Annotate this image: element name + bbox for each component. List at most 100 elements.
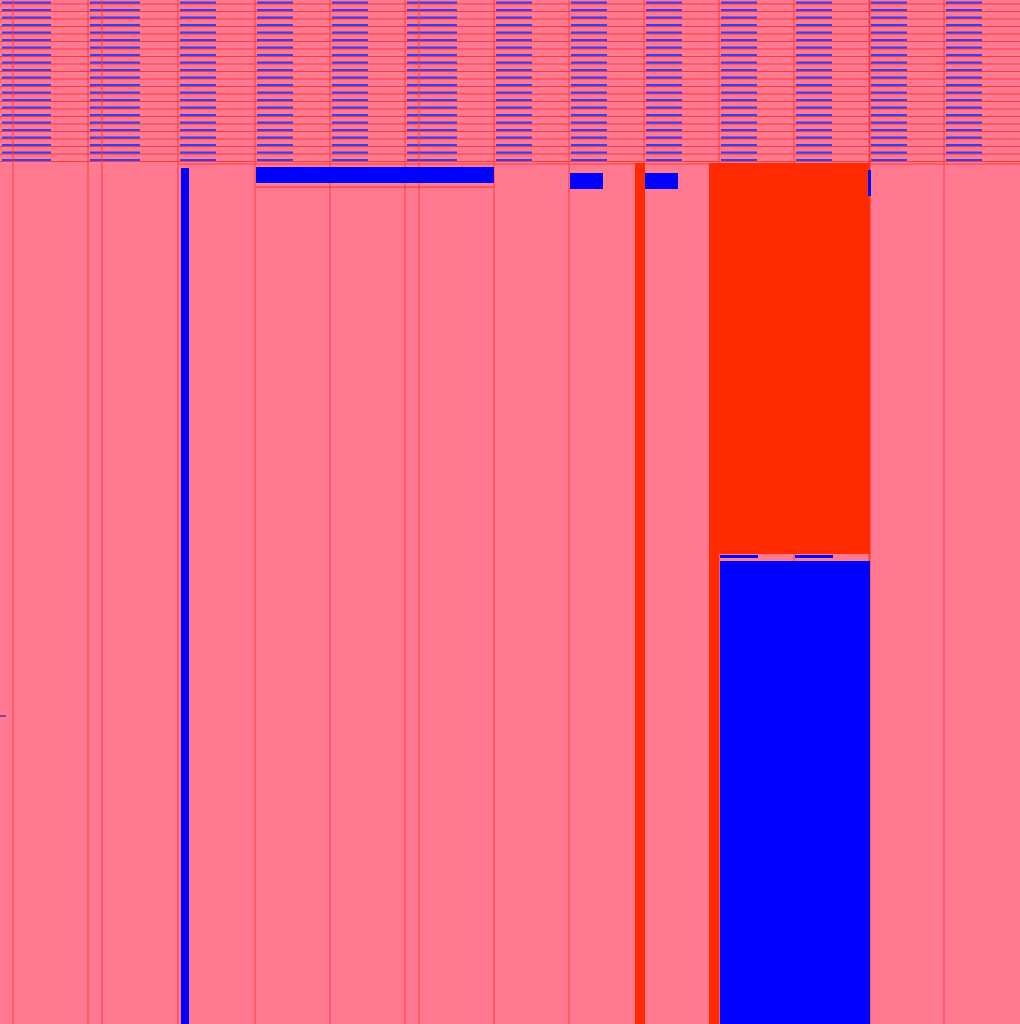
stripe-dash xyxy=(257,54,293,56)
stripe-dash xyxy=(571,114,607,116)
stripe-dash xyxy=(421,46,457,49)
stripe-dash xyxy=(257,31,293,34)
stripe-dash xyxy=(571,24,607,26)
stripe-dash xyxy=(257,46,293,49)
stripe-dash xyxy=(796,91,832,94)
stripe-dash xyxy=(180,84,216,86)
stripe-dash xyxy=(15,91,51,94)
red-block xyxy=(710,163,870,554)
blue-chip xyxy=(645,173,678,189)
stripe-dash xyxy=(571,99,607,101)
stripe-dash xyxy=(332,76,368,79)
stripe-dash xyxy=(721,99,757,101)
stripe-dash xyxy=(571,144,607,146)
stripe-dash xyxy=(796,106,832,109)
stripe-dash xyxy=(15,136,51,139)
stripe-dash xyxy=(496,9,532,11)
stripe-dash xyxy=(871,54,907,56)
stripe-dash xyxy=(646,39,682,41)
stripe-dash xyxy=(946,99,982,101)
stripe-dash xyxy=(796,69,832,71)
stripe-dash xyxy=(871,76,907,79)
blue-dash xyxy=(720,555,758,558)
stripe-dash xyxy=(180,91,216,94)
stripe-dash xyxy=(721,136,757,139)
stripe-dash xyxy=(646,159,682,161)
stripe-dash xyxy=(421,24,457,26)
stripe-dash xyxy=(646,76,682,79)
stripe-dash xyxy=(496,84,532,86)
stripe-dash xyxy=(871,159,907,161)
stripe-dash xyxy=(104,16,140,19)
stripe-dash xyxy=(796,129,832,131)
stripe-dash xyxy=(571,39,607,41)
stripe-dash xyxy=(946,121,982,124)
stripe-dash xyxy=(646,24,682,26)
stripe-dash xyxy=(332,46,368,49)
stripe-dash xyxy=(796,61,832,64)
stripe-dash xyxy=(257,121,293,124)
stripe-dash xyxy=(796,114,832,116)
header-stripes xyxy=(0,1,1020,162)
stripe-dash xyxy=(721,121,757,124)
stripe-dash xyxy=(104,121,140,124)
stripe-dash xyxy=(257,61,293,64)
stripe-dash xyxy=(571,106,607,109)
stripe-dash xyxy=(180,121,216,124)
stripe-dash xyxy=(104,114,140,116)
stripe-dash xyxy=(104,39,140,41)
stripe-dash xyxy=(104,91,140,94)
stripe-dash xyxy=(104,24,140,26)
stripe-dash xyxy=(796,16,832,19)
stripe-dash xyxy=(571,91,607,94)
stripe-dash xyxy=(571,31,607,34)
stripe-dash xyxy=(946,9,982,11)
stripe-dash xyxy=(421,16,457,19)
stripe-dash xyxy=(332,136,368,139)
stripe-dash xyxy=(871,144,907,146)
stripe-dash xyxy=(496,1,532,4)
stripe-dash xyxy=(104,9,140,11)
stripe-dash xyxy=(180,159,216,161)
stripe-dash xyxy=(796,121,832,124)
stripe-dash xyxy=(257,144,293,146)
stripe-dash xyxy=(646,84,682,86)
blue-chip xyxy=(570,173,603,189)
stripe-dash xyxy=(496,24,532,26)
stripe-dash xyxy=(496,159,532,161)
stripe-dash xyxy=(421,159,457,161)
stripe-dash xyxy=(796,24,832,26)
stripe-dash xyxy=(332,69,368,71)
stripe-dash xyxy=(496,31,532,34)
stripe-dash xyxy=(946,91,982,94)
stripe-dash xyxy=(946,16,982,19)
stripe-dash xyxy=(421,9,457,11)
stripe-dash xyxy=(946,106,982,109)
stripe-dash xyxy=(871,1,907,4)
stripe-dash xyxy=(946,144,982,146)
stripe-dash xyxy=(332,121,368,124)
stripe-dash xyxy=(257,1,293,4)
stripe-dash xyxy=(646,61,682,64)
stripe-dash xyxy=(946,31,982,34)
stripe-dash xyxy=(15,61,51,64)
stripe-dash xyxy=(421,129,457,131)
stripe-dash xyxy=(946,1,982,4)
stripe-dash xyxy=(796,39,832,41)
stripe-dash xyxy=(257,99,293,101)
stripe-dash xyxy=(571,121,607,124)
stripe-dash xyxy=(496,144,532,146)
stripe-dash xyxy=(946,151,982,154)
stripe-dash xyxy=(646,91,682,94)
stripe-dash xyxy=(646,114,682,116)
blue-dash xyxy=(795,555,833,558)
stripe-dash xyxy=(721,24,757,26)
stripe-dash xyxy=(421,39,457,41)
stripe-dash xyxy=(496,99,532,101)
stripe-dash xyxy=(721,1,757,4)
stripe-dash xyxy=(646,9,682,11)
stripe-dash xyxy=(180,99,216,101)
stripe-dash xyxy=(180,31,216,34)
stripe-dash xyxy=(646,69,682,71)
